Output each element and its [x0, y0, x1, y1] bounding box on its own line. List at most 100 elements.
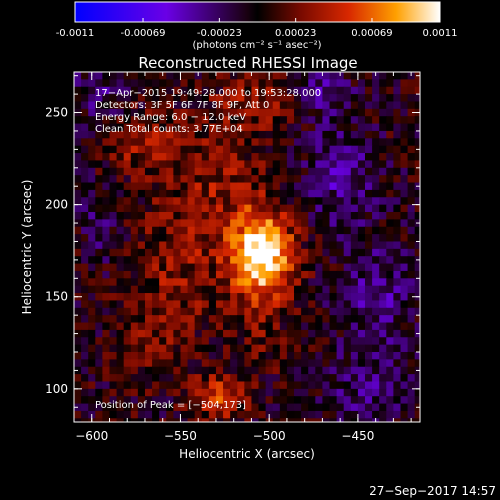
- colorbar-tick-label: 0.00023: [275, 28, 316, 39]
- heatmap-cell: [74, 167, 82, 176]
- heatmap-cell: [251, 248, 260, 257]
- heatmap-cell: [393, 138, 402, 147]
- heatmap-cell: [336, 403, 345, 412]
- heatmap-cell: [393, 307, 402, 316]
- heatmap-cell: [109, 160, 118, 169]
- heatmap-cell: [379, 189, 387, 198]
- heatmap-cell: [223, 278, 231, 287]
- heatmap-cell: [286, 381, 295, 390]
- heatmap-cell: [350, 300, 359, 309]
- heatmap-cell: [102, 337, 111, 346]
- heatmap-cell: [81, 123, 89, 132]
- heatmap-cell: [144, 182, 153, 191]
- heatmap-cell: [372, 86, 380, 95]
- heatmap-cell: [364, 381, 373, 390]
- heatmap-cell: [251, 329, 260, 338]
- heatmap-cell: [244, 263, 253, 272]
- heatmap-cell: [294, 79, 302, 88]
- heatmap-cell: [294, 138, 302, 147]
- heatmap-cell: [258, 388, 267, 397]
- heatmap-cell: [187, 344, 196, 353]
- heatmap-cell: [400, 130, 409, 139]
- heatmap-cell: [159, 315, 167, 324]
- heatmap-cell: [372, 182, 380, 191]
- heatmap-cell: [336, 300, 345, 309]
- heatmap-cell: [116, 94, 125, 103]
- heatmap-cell: [116, 234, 125, 243]
- heatmap-cell: [187, 329, 196, 338]
- heatmap-cell: [215, 72, 224, 80]
- heatmap-cell: [350, 72, 359, 80]
- heatmap-cell: [315, 153, 324, 162]
- heatmap-cell: [215, 300, 224, 309]
- heatmap-cell: [286, 116, 295, 125]
- heatmap-cell: [393, 403, 402, 412]
- heatmap-cell: [230, 381, 238, 390]
- heatmap-cell: [343, 344, 352, 353]
- heatmap-cell: [357, 388, 366, 397]
- heatmap-cell: [329, 315, 338, 324]
- heatmap-cell: [386, 241, 394, 250]
- heatmap-cell: [279, 212, 288, 220]
- heatmap-cell: [364, 130, 373, 139]
- heatmap-cell: [223, 337, 231, 346]
- heatmap-cell: [223, 263, 231, 272]
- heatmap-cell: [407, 374, 416, 383]
- heatmap-cell: [364, 219, 373, 228]
- heatmap-cell: [123, 116, 132, 125]
- heatmap-cell: [279, 138, 288, 147]
- heatmap-cell: [294, 116, 302, 125]
- heatmap-cell: [152, 396, 160, 405]
- heatmap-cell: [74, 138, 82, 147]
- heatmap-cell: [109, 366, 118, 375]
- heatmap-cell: [364, 123, 373, 132]
- heatmap-cell: [301, 278, 309, 287]
- heatmap-cell: [81, 145, 89, 154]
- heatmap-cell: [201, 226, 210, 235]
- heatmap-cell: [415, 426, 423, 434]
- heatmap-cell: [237, 234, 245, 243]
- heatmap-cell: [407, 359, 416, 368]
- heatmap-cell: [208, 359, 217, 368]
- heatmap-cell: [315, 248, 324, 257]
- heatmap-cell: [173, 388, 182, 397]
- heatmap-cell: [230, 182, 238, 191]
- heatmap-cell: [301, 285, 309, 294]
- heatmap-cell: [386, 352, 394, 360]
- heatmap-cell: [137, 123, 146, 132]
- heatmap-cell: [215, 219, 224, 228]
- heatmap-cell: [137, 108, 146, 117]
- heatmap-cell: [279, 101, 288, 110]
- heatmap-cell: [329, 234, 338, 243]
- heatmap-cell: [116, 182, 125, 191]
- heatmap-cell: [223, 293, 231, 302]
- heatmap-cell: [414, 189, 420, 198]
- heatmap-cell: [301, 366, 309, 375]
- heatmap-cell: [286, 278, 295, 287]
- heatmap-cell: [123, 263, 132, 272]
- heatmap-cell: [215, 359, 224, 368]
- heatmap-cell: [173, 300, 182, 309]
- heatmap-cell: [244, 145, 253, 154]
- heatmap-cell: [308, 160, 316, 169]
- heatmap-cell: [230, 153, 238, 162]
- heatmap-cell: [109, 130, 118, 139]
- heatmap-cell: [393, 315, 402, 324]
- heatmap-cell: [294, 300, 302, 309]
- heatmap-cell: [386, 300, 394, 309]
- heatmap-cell: [116, 108, 125, 117]
- heatmap-cell: [230, 388, 238, 397]
- heatmap-cell: [286, 285, 295, 294]
- heatmap-cell: [286, 145, 295, 154]
- heatmap-cell: [152, 322, 160, 331]
- heatmap-cell: [194, 153, 203, 162]
- heatmap-cell: [364, 182, 373, 191]
- heatmap-cell: [81, 167, 89, 176]
- heatmap-cell: [152, 359, 160, 368]
- heatmap-cell: [130, 263, 139, 272]
- heatmap-cell: [109, 315, 118, 324]
- heatmap-cell: [130, 153, 139, 162]
- heatmap-cell: [336, 138, 345, 147]
- heatmap-cell: [152, 108, 160, 117]
- heatmap-cell: [315, 160, 324, 169]
